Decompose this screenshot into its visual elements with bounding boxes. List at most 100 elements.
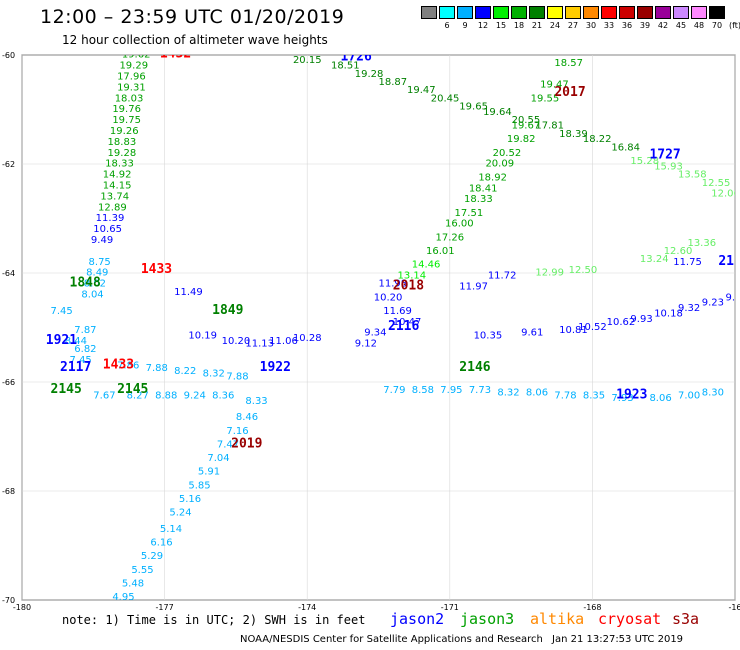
wave-height-label: 11.98 [379,279,408,290]
legend-swatch [601,6,617,19]
wave-height-label: 9.24 [184,390,206,401]
wave-height-label: 12.99 [535,268,564,279]
wave-height-label: 7.95 [440,385,462,396]
wave-height-label: 9.32 [678,303,700,314]
legend-swatch [475,6,491,19]
y-tick-label: -62 [2,160,15,169]
wave-height-label: 10.65 [93,224,122,235]
wave-height-label: 9.49 [91,235,113,246]
wave-height-label: 8.04 [81,290,103,301]
wave-height-label: 8.30 [702,388,724,399]
wave-height-label: 20.09 [485,159,514,170]
legend-label: 12 [477,21,489,30]
wave-height-label: 8.35 [583,390,605,401]
wave-height-label: 8.06 [526,388,548,399]
x-tick-label: -174 [298,603,316,612]
wave-height-label: 7.16 [226,426,248,437]
wave-height-label: 7.87 [74,325,96,336]
wave-height-label: 8.06 [649,393,671,404]
wave-height-label: 18.33 [105,159,134,170]
y-tick-label: -66 [2,378,15,387]
wave-height-label: 17.81 [535,121,564,132]
wave-height-label: 19.47 [407,85,436,96]
legend-swatch [457,6,473,19]
wave-height-label: 13.58 [678,170,707,181]
y-tick-label: -60 [2,51,15,60]
wave-height-label: 5.55 [131,565,153,576]
wave-height-label: 8.02 [84,279,106,290]
wave-height-label: 6.08 [84,633,106,644]
wave-height-label: 18.39 [559,129,588,140]
wave-height-label: 14.92 [103,170,132,181]
legend-swatch [547,6,563,19]
wave-height-label: 14.15 [103,181,132,192]
wave-height-label: 19.82 [507,134,536,145]
wave-height-label: 19.65 [459,102,488,113]
wave-height-label: 7.00 [678,390,700,401]
wave-height-label: 7.79 [383,385,405,396]
legend-label: 48 [693,21,705,30]
wave-height-label: 20.45 [431,93,460,104]
legend-label: 9 [462,21,468,30]
pass-time-label: 2117 [60,360,91,375]
wave-height-label: 7.45 [51,306,73,317]
footer-note: note: 1) Time is in UTC; 2) SWH is in fe… [62,613,366,627]
pass-time-label: 1848 [70,276,101,291]
wave-height-label: 7.78 [554,390,576,401]
y-tick-label: -68 [2,487,15,496]
wave-height-label: 8.44 [65,336,87,347]
legend-unit: (ft) [728,21,740,30]
wave-height-label: 20.52 [493,148,522,159]
wave-height-label: 19.67 [512,121,541,132]
wave-height-label: 19.28 [108,148,137,159]
wave-height-label: 7.88 [226,371,248,382]
wave-height-label: 12.50 [569,265,598,276]
wave-height-label: 14.46 [412,260,441,271]
legend-label: 6 [444,21,450,30]
wave-height-label: 16.84 [611,142,640,153]
pass-time-label: 1923 [616,387,647,402]
wave-height-label: 10.20 [374,292,403,303]
wave-height-label: 18.57 [554,58,583,69]
legend-label: 21 [531,21,543,30]
wave-height-label: 9.39 [725,292,740,303]
wave-height-label: 18.51 [331,61,360,72]
wave-height-label: 5.29 [141,551,163,562]
wave-height-label: 10.28 [293,333,322,344]
wave-height-label: 20.55 [512,115,541,126]
wave-height-label: 9.93 [630,314,652,325]
wave-height-label: 13.14 [398,270,427,281]
pass-time-label: 1725 [302,44,333,59]
wave-height-label: 19.31 [117,82,146,93]
wave-height-label: 17.26 [436,232,465,243]
x-tick-label: -168 [583,603,601,612]
legend-label: 45 [675,21,687,30]
legend-swatch [511,6,527,19]
wave-height-label: 7.04 [207,453,229,464]
legend-swatch [673,6,689,19]
x-tick-label: -180 [13,603,31,612]
pass-time-label: 2146 [459,360,490,375]
wave-height-label: 9.61 [521,328,543,339]
y-tick-label: -70 [2,596,15,605]
wave-height-label: 8.27 [127,390,149,401]
legend-label: 70 [711,21,723,30]
wave-height-label: 7.73 [469,385,491,396]
pass-time-label: 1433 [141,262,172,277]
wave-height-label: 9.12 [355,339,377,350]
satellite-cryosat: cryosat [598,610,662,628]
legend-swatch [655,6,671,19]
wave-height-label: 19.76 [112,104,141,115]
wave-height-label: 19.64 [483,107,512,118]
pass-time-label: 2145 [51,382,82,397]
wave-height-label: 19.62 [122,50,151,61]
wave-height-label: 19.55 [531,93,560,104]
wave-height-label: 19.26 [110,126,139,137]
wave-height-label: 18.47 [274,47,303,58]
wave-height-label: 12.60 [664,246,693,257]
wave-height-label: 20.15 [293,55,322,66]
x-tick-label: -16 [728,603,740,612]
legend-label: 24 [549,21,561,30]
wave-height-label: 12.55 [702,178,731,189]
